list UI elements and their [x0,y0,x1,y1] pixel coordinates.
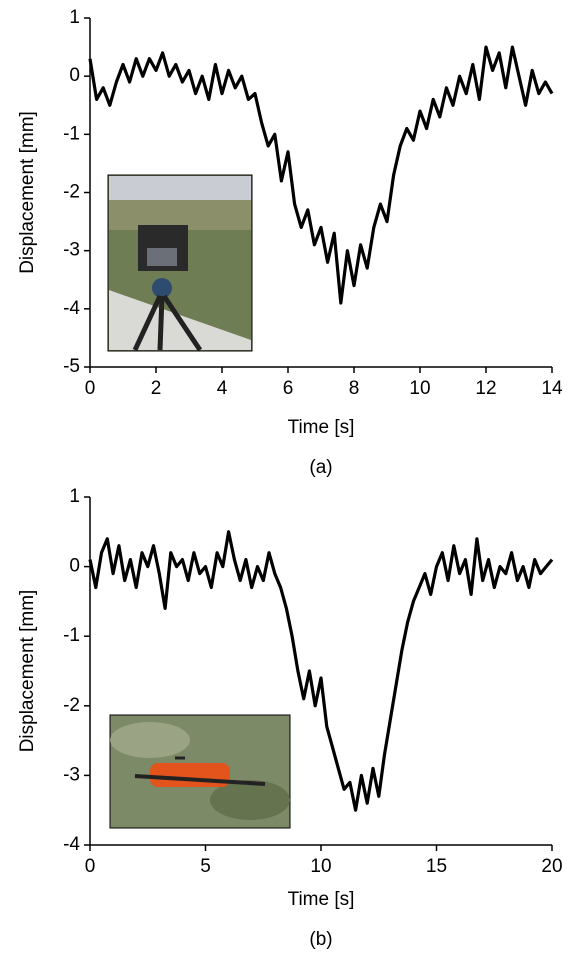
x-tick-label: 14 [541,378,563,399]
x-tick-label: 8 [349,378,360,399]
y-tick-label: -4 [63,298,80,319]
y-axis-label: Displacement [mm] [17,590,38,753]
y-tick-label: -2 [63,182,80,203]
data-line [88,45,554,305]
y-tick-label: -1 [63,123,80,144]
inset-photo-camera [107,174,253,352]
x-tick-label: 10 [409,378,430,399]
y-tick-label: -4 [63,834,80,855]
y-tick-label: 1 [69,7,80,28]
x-tick-label: 2 [151,378,162,399]
inset-photo-drone [109,714,291,829]
caption: (a) [309,457,332,478]
x-axis-label: Time [s] [288,417,355,438]
x-axis-label: Time [s] [288,889,355,910]
y-axis-label: Displacement [mm] [17,111,38,274]
caption: (b) [309,929,332,950]
x-tick-label: 0 [85,378,96,399]
y-tick-label: -3 [63,240,80,261]
y-tick-label: -5 [63,356,80,377]
x-tick-label: 20 [541,856,562,877]
x-tick-label: 15 [426,856,447,877]
y-tick-label: -3 [63,764,80,785]
y-tick-label: 1 [69,486,80,507]
x-tick-label: 5 [200,856,211,877]
data-line [88,530,554,812]
x-tick-label: 10 [310,856,331,877]
y-tick-label: -2 [63,695,80,716]
x-tick-label: 4 [217,378,228,399]
x-tick-label: 0 [85,856,96,877]
x-tick-label: 12 [475,378,496,399]
y-tick-label: 0 [69,556,80,577]
x-tick-label: 6 [283,378,294,399]
y-tick-label: -1 [63,625,80,646]
y-tick-label: 0 [69,65,80,86]
